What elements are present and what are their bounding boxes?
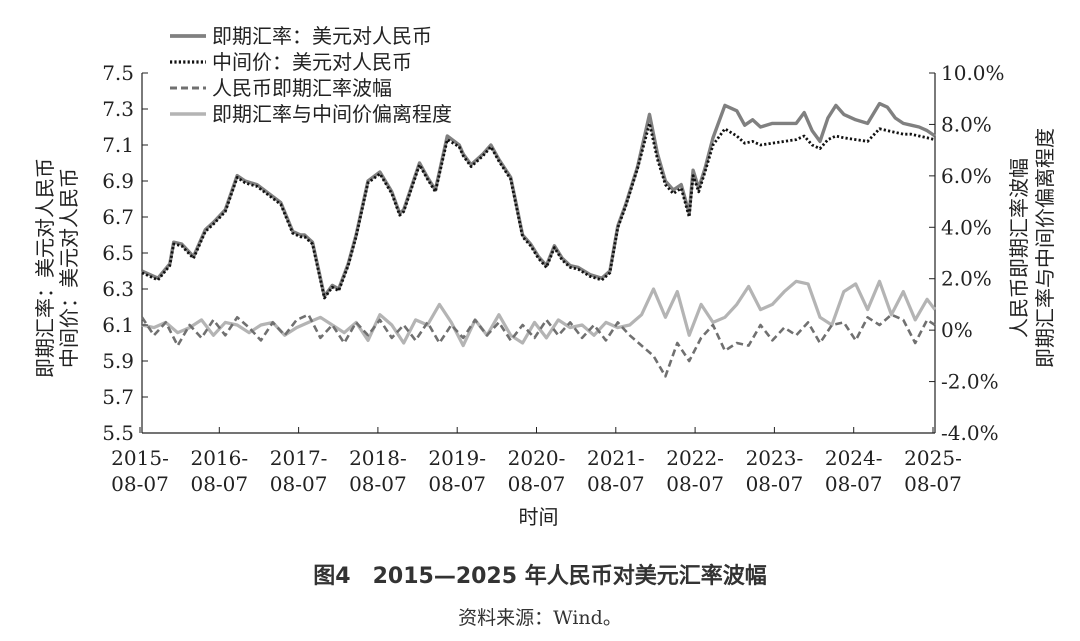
axes-layer: 7.5 7.3 7.1 6.9 6.7 6.5 6.3 6.1 5.9 5.7 5.5 10.0% 8.… bbox=[102, 61, 1004, 496]
x-tick-label: 2024-08-07 bbox=[825, 446, 883, 496]
y-left-tick-label: 6.3 bbox=[102, 277, 134, 301]
y-left-tick-label: 6.5 bbox=[102, 241, 134, 265]
x-tick-label: 2025-08-07 bbox=[904, 446, 962, 496]
y-right-tick-label: 6.0% bbox=[941, 164, 992, 188]
x-tick-label: 2019-08-07 bbox=[428, 446, 486, 496]
y-left-tick-label: 7.1 bbox=[102, 133, 134, 157]
x-tick-label: 2018-08-07 bbox=[349, 446, 407, 496]
series-line-2 bbox=[141, 122, 936, 300]
y-left-axis-title-2: 中间价：美元对人民币 bbox=[57, 168, 81, 368]
series-line-3 bbox=[140, 313, 936, 378]
y-right-tick-label: 2.0% bbox=[941, 267, 992, 291]
y-left-tick-label: 5.7 bbox=[102, 385, 134, 409]
figure-title: 图4 2015—2025 年人民币对美元汇率波幅 bbox=[313, 564, 767, 589]
axis-titles: 时间 即期汇率：美元对人民币 中间价：美元对人民币 人民币即期汇率波幅 即期汇率与中间价… bbox=[33, 128, 1057, 529]
legend-label-4: 即期汇率与中间价偏离程度 bbox=[212, 102, 452, 126]
x-tick-label: 2022-08-07 bbox=[666, 446, 724, 496]
x-tick-label: 2020-08-07 bbox=[508, 446, 566, 496]
y-right-tick-label: 10.0% bbox=[941, 61, 1005, 85]
x-tick-label: 2021-08-07 bbox=[587, 446, 645, 496]
series-line-4 bbox=[141, 279, 937, 348]
x-tick-label: 2023-08-07 bbox=[746, 446, 804, 496]
y-right-axis-title-1: 人民币即期汇率波幅 bbox=[1007, 158, 1031, 338]
x-tick-label: 2015-08-07 bbox=[111, 446, 169, 496]
series-line-1 bbox=[141, 101, 936, 298]
y-left-tick-label: 7.3 bbox=[102, 97, 134, 121]
exchange-rate-chart: 7.5 7.3 7.1 6.9 6.7 6.5 6.3 6.1 5.9 5.7 5.5 10.0% 8.… bbox=[33, 24, 1057, 529]
x-axis-title: 时间 bbox=[519, 505, 559, 529]
y-left-tick-label: 6.7 bbox=[102, 205, 134, 229]
figure-source: 资料来源：Wind。 bbox=[458, 607, 622, 629]
y-left-tick-label: 7.5 bbox=[102, 61, 134, 85]
y-right-tick-label: 4.0% bbox=[941, 215, 992, 239]
x-tick-label: 2017-08-07 bbox=[270, 446, 328, 496]
legend: 即期汇率：美元对人民币中间价：美元对人民币人民币即期汇率波幅即期汇率与中间价偏离… bbox=[170, 24, 452, 126]
legend-label-1: 即期汇率：美元对人民币 bbox=[212, 24, 432, 48]
series-layer bbox=[140, 101, 937, 378]
legend-label-3: 人民币即期汇率波幅 bbox=[212, 76, 392, 100]
legend-label-2: 中间价：美元对人民币 bbox=[212, 50, 412, 74]
y-right-axis-title-2: 即期汇率与中间价偏离程度 bbox=[1033, 128, 1057, 368]
x-tick-label: 2016-08-07 bbox=[190, 446, 248, 496]
y-left-tick-label: 5.9 bbox=[102, 349, 134, 373]
plot-frame bbox=[141, 73, 936, 434]
y-left-tick-label: 6.1 bbox=[102, 313, 134, 337]
y-right-tick-label: 8.0% bbox=[941, 112, 992, 136]
y-right-tick-label: 0% bbox=[941, 318, 973, 342]
y-left-tick-label: 6.9 bbox=[102, 169, 134, 193]
y-left-axis-title-1: 即期汇率：美元对人民币 bbox=[33, 158, 57, 378]
y-right-tick-label: -4.0% bbox=[941, 421, 999, 445]
y-left-tick-label: 5.5 bbox=[102, 421, 134, 445]
y-right-tick-label: -2.0% bbox=[941, 370, 999, 394]
